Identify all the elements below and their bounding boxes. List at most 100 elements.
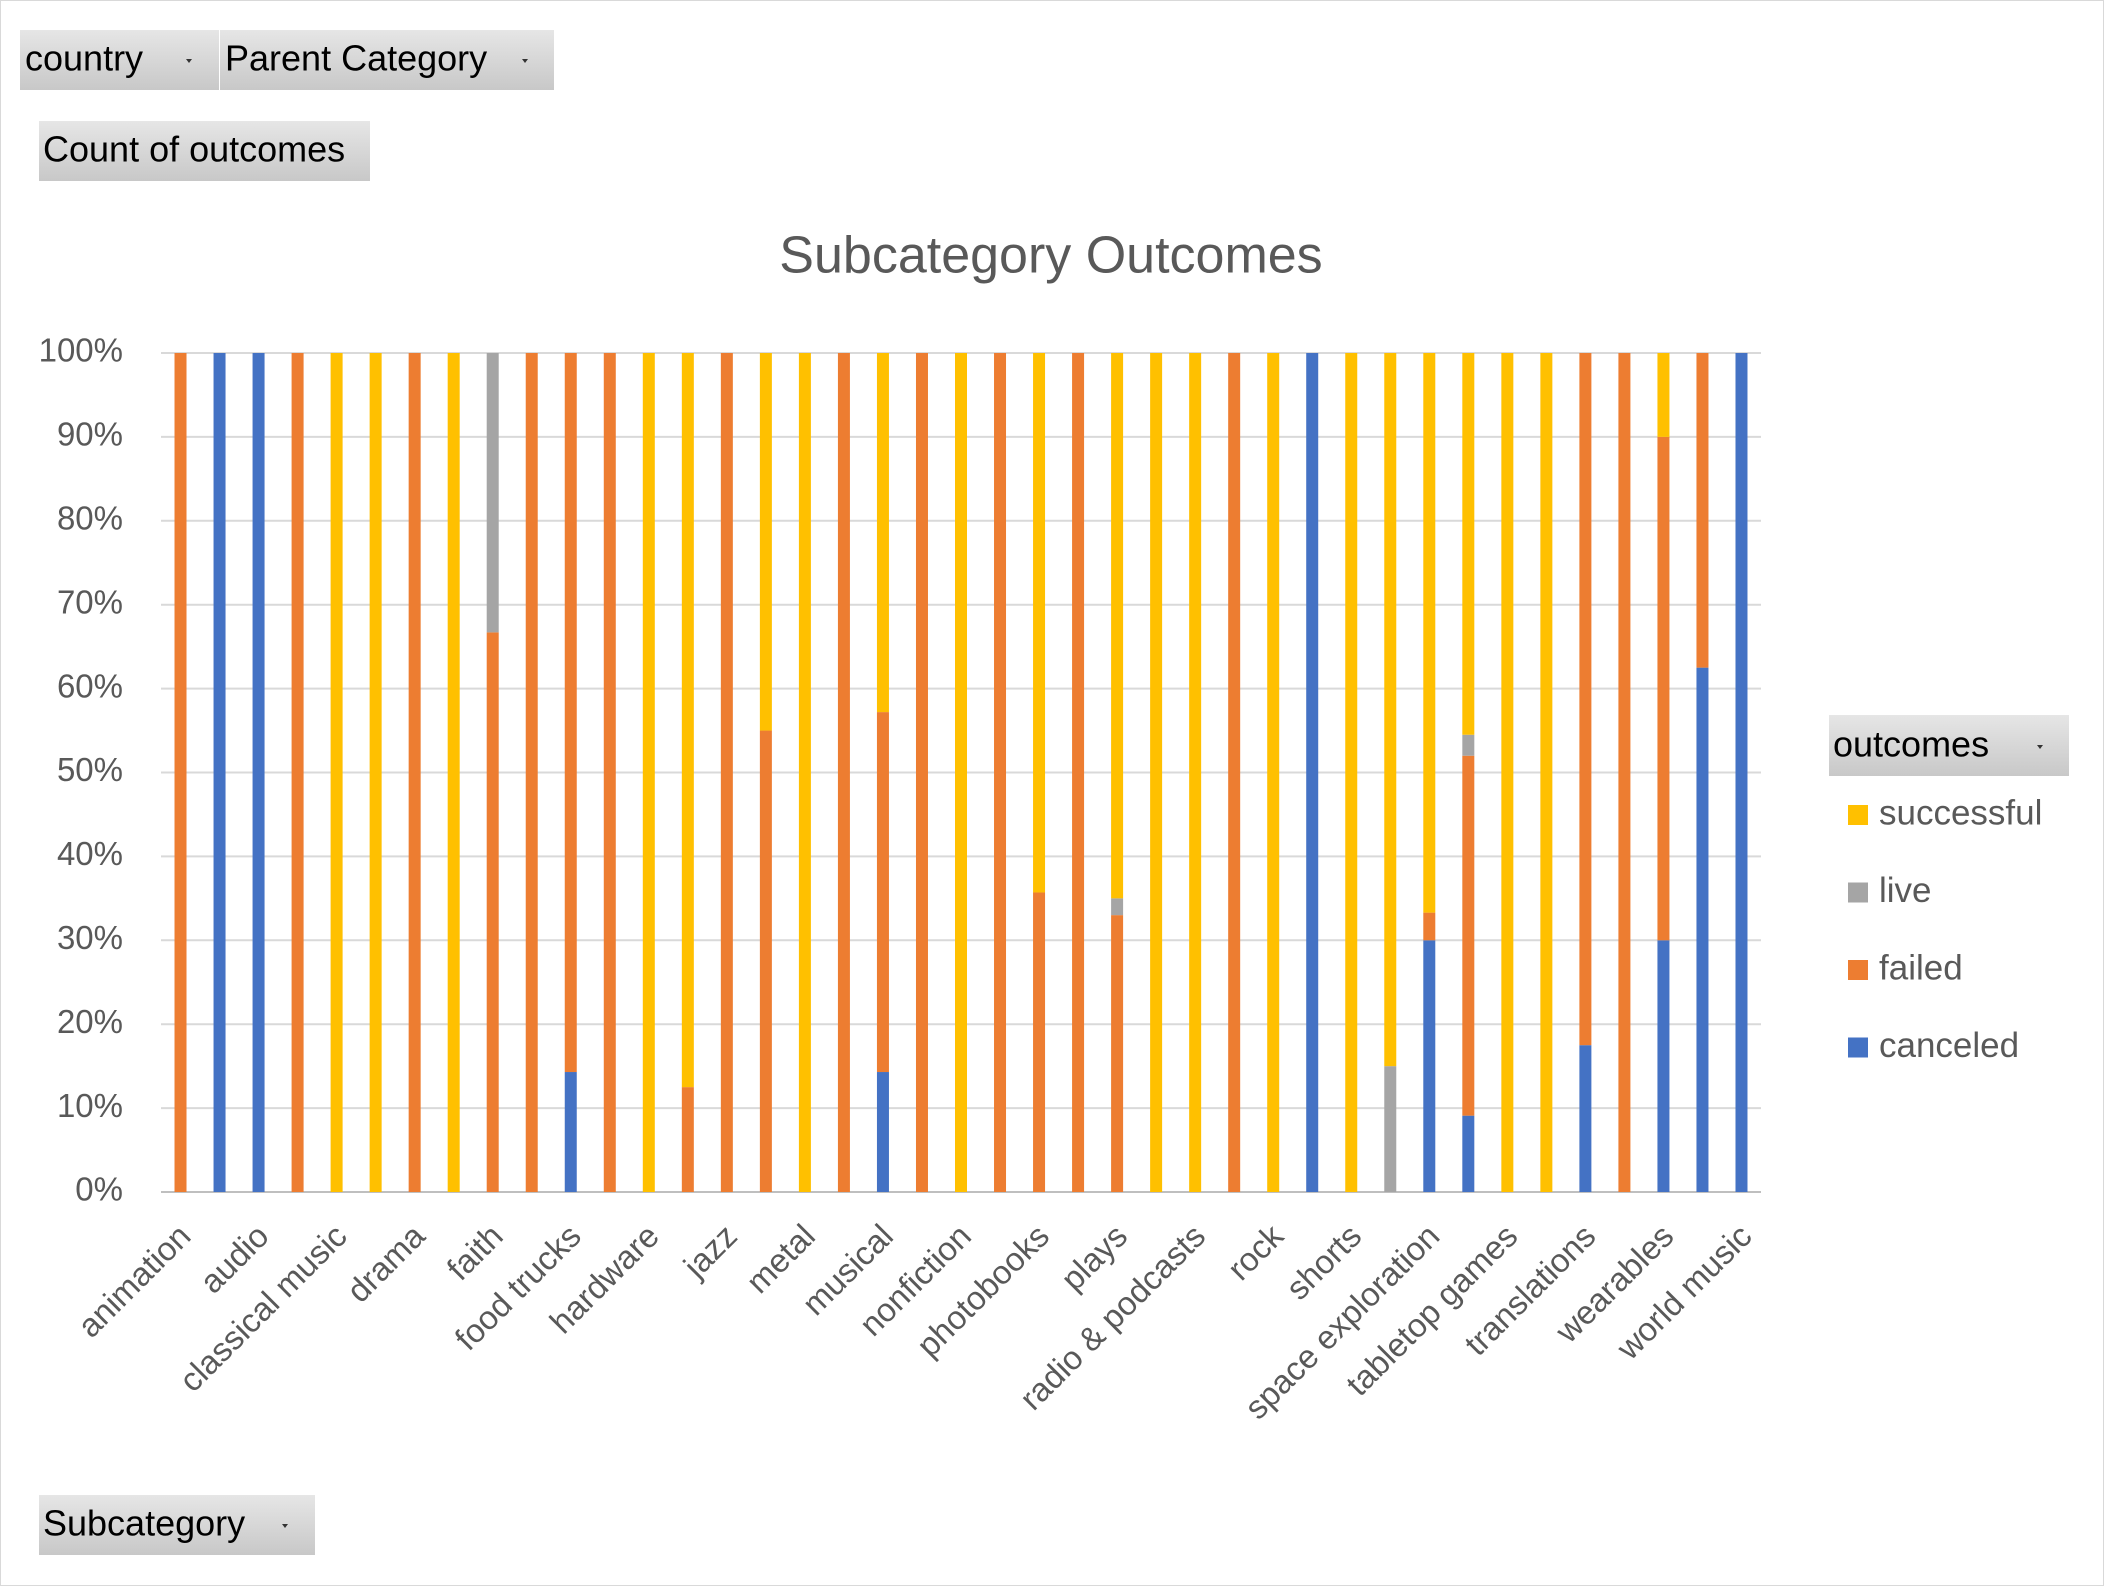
button-label: Parent Category — [225, 38, 487, 79]
button-bg — [20, 30, 219, 90]
button-bg — [39, 1495, 315, 1555]
legend-title: outcomes — [1833, 724, 1989, 765]
axis-field-button[interactable]: Subcategory — [39, 1495, 315, 1555]
bar-segment — [1306, 353, 1319, 1192]
bar-segment — [1072, 353, 1085, 1192]
y-tick-label: 20% — [57, 1003, 123, 1040]
bar-segment — [1657, 353, 1670, 437]
bar-segment — [681, 353, 694, 1088]
bar-segment — [915, 353, 928, 1192]
y-tick-label: 80% — [57, 500, 123, 537]
bar-segment — [1696, 353, 1709, 668]
bar-segment — [408, 353, 421, 1192]
bar-segment — [564, 353, 577, 1073]
bar-segment — [486, 632, 499, 1192]
bar-segment — [1735, 353, 1748, 1192]
legend-label: canceled — [1879, 1026, 2019, 1065]
y-tick-label: 40% — [57, 835, 123, 872]
bar-segment — [720, 353, 733, 1192]
bar-segment — [1423, 912, 1436, 941]
bar-segment — [1657, 940, 1670, 1192]
bar-segment — [1111, 915, 1124, 1192]
filter-button[interactable]: Parent Category — [220, 30, 554, 90]
bar-segment — [252, 353, 265, 1192]
bar-segment — [1696, 667, 1709, 1192]
bar-segment — [876, 712, 889, 1073]
bar-segment — [1189, 353, 1202, 1192]
bar-segment — [955, 353, 967, 1192]
bar-segment — [759, 353, 772, 731]
legend-label: failed — [1879, 948, 1963, 987]
bar-segment — [642, 353, 655, 1192]
legend-field-button[interactable]: outcomes — [1829, 715, 2069, 776]
y-tick-label: 70% — [57, 583, 123, 620]
bar-segment — [603, 353, 616, 1192]
dropdown-arrow — [522, 59, 528, 63]
bar-segment — [174, 353, 187, 1192]
bar-segment — [1423, 940, 1436, 1192]
y-tick-label: 10% — [57, 1087, 123, 1124]
button-bg — [1829, 715, 2069, 776]
button-bg — [39, 121, 370, 181]
bar-segment — [876, 353, 889, 713]
bar-segment — [798, 353, 811, 1192]
bar-segment — [525, 353, 538, 1192]
filter-button[interactable]: country — [20, 30, 219, 90]
bar-segment — [291, 353, 304, 1192]
button-bg — [220, 30, 554, 90]
bar-segment — [994, 353, 1007, 1192]
button-label: country — [25, 38, 143, 79]
bar-segment — [1267, 353, 1280, 1192]
bar-segment — [1423, 353, 1436, 913]
bar-segment — [1462, 1115, 1475, 1192]
bar-segment — [330, 353, 343, 1192]
bar-segment — [837, 353, 850, 1192]
bar-segment — [876, 1072, 889, 1192]
y-tick-label: 50% — [57, 751, 123, 788]
bar-segment — [369, 353, 382, 1192]
bar-segment — [1033, 353, 1046, 893]
y-tick-label: 100% — [39, 332, 123, 369]
bar-segment — [1384, 1066, 1397, 1192]
legend-swatch — [1848, 1037, 1868, 1058]
legend-swatch — [1848, 960, 1868, 980]
bar-segment — [1618, 353, 1631, 1192]
legend-swatch — [1848, 882, 1868, 903]
bar-segment — [1150, 353, 1163, 1192]
bar-segment — [1111, 898, 1124, 916]
y-tick-label: 90% — [57, 416, 123, 453]
bar-segment — [1579, 1045, 1592, 1192]
values-button[interactable]: Count of outcomes — [39, 121, 370, 181]
dropdown-arrow — [2037, 745, 2043, 749]
bar-segment — [447, 353, 460, 1192]
bar-segment — [1345, 353, 1358, 1192]
dropdown-arrow — [282, 1524, 288, 1528]
bar-segment — [564, 1072, 577, 1192]
dropdown-arrow — [186, 59, 192, 63]
bar-segment — [1384, 353, 1397, 1067]
bar-segment — [1501, 353, 1514, 1192]
chart-title: Subcategory Outcomes — [779, 227, 1322, 285]
bar-segment — [1657, 436, 1670, 941]
bar-segment — [1228, 353, 1241, 1192]
y-tick-label: 60% — [57, 667, 123, 704]
legend-swatch — [1848, 805, 1868, 825]
bar-segment — [1462, 734, 1475, 756]
legend-label: successful — [1879, 793, 2042, 832]
bar-segment — [681, 1087, 694, 1192]
bar-segment — [486, 353, 499, 633]
bar-segment — [1111, 353, 1124, 899]
bar-segment — [1462, 755, 1475, 1116]
bar-segment — [1540, 353, 1553, 1192]
bar-segment — [1462, 353, 1475, 735]
legend-label: live — [1879, 871, 1932, 910]
bar-segment — [213, 353, 226, 1192]
y-tick-label: 30% — [57, 919, 123, 956]
bar-segment — [1033, 892, 1046, 1192]
button-label: Count of outcomes — [43, 129, 345, 170]
button-label: Subcategory — [43, 1503, 245, 1544]
bar-segment — [1579, 353, 1592, 1046]
bar-segment — [759, 730, 772, 1192]
